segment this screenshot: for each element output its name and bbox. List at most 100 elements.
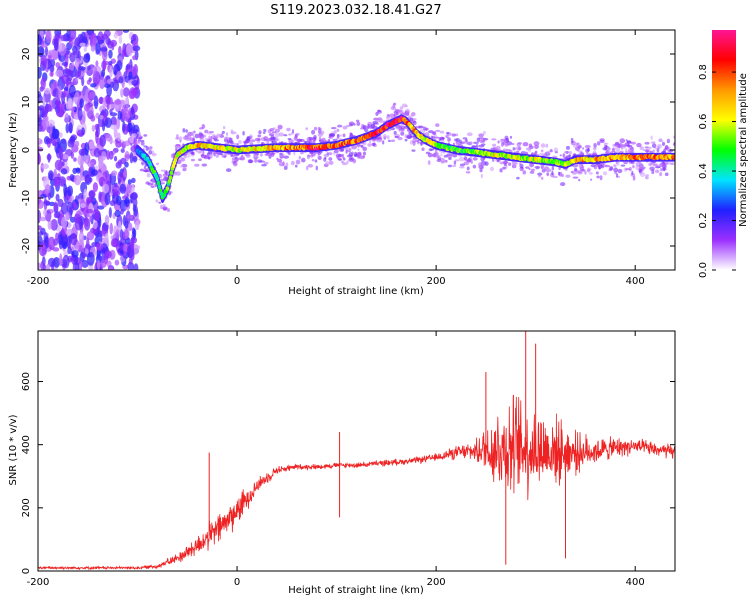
spectrogram-halo-cell	[210, 153, 213, 159]
spectrogram-noise-cell	[61, 241, 68, 249]
spectrogram-halo-cell	[182, 143, 185, 146]
spectrogram-halo-cell	[651, 169, 655, 175]
snr-y-tick-label: 400	[21, 435, 32, 454]
spectrogram-halo-cell	[353, 123, 356, 126]
spectrogram-ridge-cell	[165, 186, 170, 191]
spectrogram-noise-cell	[88, 140, 95, 150]
spectrogram-noise-cell	[102, 183, 110, 194]
spectrogram-halo-cell	[508, 162, 512, 166]
spectrogram-noise-cell	[38, 94, 43, 104]
spectrogram-halo-cell	[279, 152, 283, 155]
spectrogram-halo-cell	[409, 117, 414, 122]
spectrogram-halo-cell	[546, 172, 550, 177]
spectrogram-halo-cell	[224, 136, 230, 140]
spectrogram-noise-cell	[120, 148, 125, 153]
spectrogram-noise-cell	[74, 71, 80, 79]
spectrogram-halo-cell	[522, 142, 529, 147]
spectrogram-halo-cell	[337, 124, 343, 128]
spectrogram-noise-cell	[131, 80, 139, 86]
spectrogram-halo-cell	[574, 168, 578, 171]
spectrogram-noise-cell	[130, 106, 135, 115]
spectrogram-halo-cell	[654, 169, 660, 173]
figure-title: S119.2023.032.18.41.G27	[270, 3, 441, 18]
spectrogram-halo-cell	[628, 166, 632, 172]
spectrogram-noise-cell	[47, 138, 53, 144]
spectrogram-noise-cell	[61, 91, 66, 105]
spectrogram-halo-cell	[166, 208, 171, 213]
spectrogram-noise-cell	[108, 60, 113, 66]
spectrogram-halo-cell	[178, 156, 185, 162]
spectrogram-noise-cell	[83, 103, 90, 112]
spectrogram-noise-cell	[104, 232, 109, 245]
spectrogram-noise-cell	[109, 112, 118, 117]
colorbar-bar	[712, 30, 736, 270]
spectrogram-halo-cell	[595, 171, 599, 175]
spectrogram-halo-cell	[636, 142, 642, 148]
spectrogram-noise-cell	[96, 242, 103, 251]
spectrogram-halo-cell	[425, 127, 429, 131]
spectrogram-halo-cell	[186, 155, 191, 158]
spectrogram-halo-cell	[357, 155, 360, 159]
spectrogram-halo-cell	[176, 134, 179, 140]
spectrogram-noise-cell	[118, 35, 123, 44]
spectrogram-noise-cell	[117, 110, 122, 120]
spectrogram-halo-cell	[496, 159, 500, 163]
spectrogram-noise-cell	[99, 114, 104, 120]
spectrogram-halo-cell	[160, 182, 165, 185]
spectrogram-halo-cell	[458, 156, 465, 162]
spectrogram-noise-cell	[108, 207, 112, 219]
spectrogram-halo-cell	[490, 166, 494, 172]
spectrogram-halo-cell	[147, 146, 153, 151]
spectrogram-halo-cell	[262, 131, 266, 134]
spectrogram-halo-cell	[604, 144, 608, 149]
spectrogram-halo-cell	[565, 145, 571, 150]
spectrogram-noise-cell	[38, 110, 41, 118]
spectrogram-y-tick-label: -20	[21, 238, 32, 254]
spectrogram-x-tick-label: 200	[427, 276, 446, 287]
spectrogram-noise-cell	[47, 152, 51, 163]
spectrogram-halo-cell	[592, 153, 598, 156]
spectrogram-noise-cell	[91, 124, 96, 132]
spectrogram-noise-cell	[90, 44, 96, 52]
spectrogram-halo-cell	[143, 145, 148, 148]
spectrogram-halo-cell	[584, 170, 587, 175]
spectrogram-noise-cell	[128, 71, 133, 78]
spectrogram-halo-cell	[332, 138, 338, 142]
spectrogram-halo-cell	[151, 152, 157, 157]
spectrogram-halo-cell	[662, 167, 666, 172]
spectrogram-halo-cell	[615, 173, 619, 178]
spectrogram-y-ticks: -20 -10 0 10 20	[21, 48, 675, 254]
snr-y-tick-label: 600	[21, 372, 32, 391]
spectrogram-halo-cell	[587, 167, 592, 171]
spectrogram-noise-cell	[132, 55, 137, 61]
spectrogram-noise-cell	[58, 38, 63, 53]
spectrogram-noise-cell	[106, 150, 111, 160]
spectrogram-halo-cell	[545, 143, 549, 148]
spectrogram-noise-cell	[47, 219, 52, 230]
spectrogram-halo-cell	[290, 160, 295, 166]
spectrogram-halo-cell	[148, 150, 153, 155]
spectrogram-noise-cell	[75, 168, 81, 174]
spectrogram-halo-cell	[155, 162, 160, 166]
spectrogram-noise-cell	[90, 83, 97, 88]
spectrogram-halo-cell	[375, 111, 379, 116]
spectrogram-noise-cell	[38, 35, 43, 46]
spectrogram-halo-cell	[370, 123, 376, 129]
spectrogram-halo-cell	[389, 113, 395, 118]
spectrogram-halo-cell	[631, 170, 634, 176]
spectrogram-halo-cell	[342, 125, 348, 130]
spectrogram-halo-cell	[516, 176, 520, 180]
spectrogram-noise-cell	[133, 263, 139, 270]
spectrogram-noise-cell	[124, 197, 130, 208]
spectrogram-noise-cell	[61, 216, 68, 229]
spectrogram-halo-cell	[317, 132, 323, 138]
spectrogram-noise-cell	[62, 254, 70, 269]
spectrogram-halo-cell	[323, 153, 330, 158]
spectrogram-halo-cell	[551, 170, 554, 176]
spectrogram-halo-cell	[288, 133, 292, 136]
spectrogram-halo-cell	[435, 123, 440, 127]
spectrogram-halo-cell	[541, 176, 544, 180]
spectrogram-noise-cell	[110, 81, 115, 88]
spectrogram-x-tick-label: -200	[27, 276, 50, 287]
spectrogram-halo-cell	[162, 203, 166, 207]
